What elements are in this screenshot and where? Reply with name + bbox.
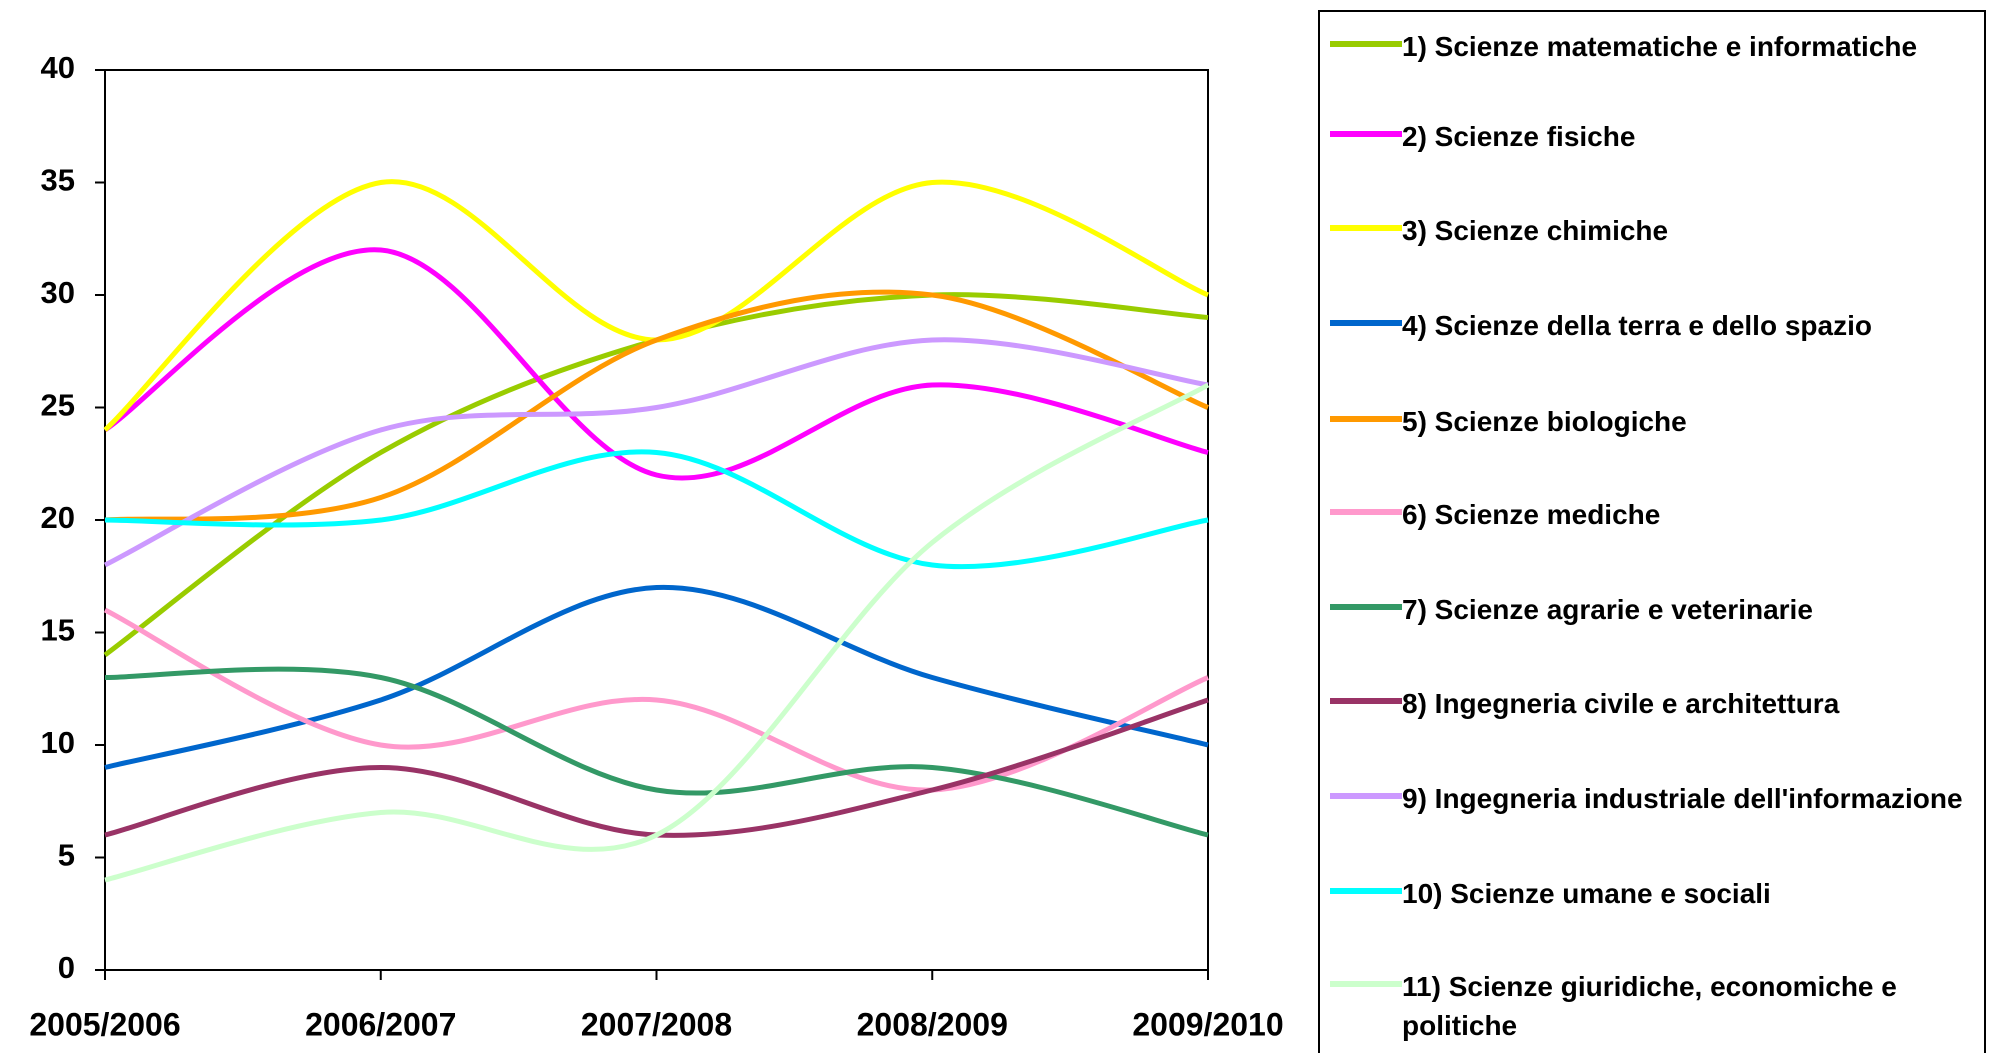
series-line	[103, 607, 1209, 793]
legend-entry: 2) Scienze fisiche	[1330, 117, 1972, 156]
x-tick-label: 2006/2007	[305, 1006, 456, 1042]
legend-entry: 1) Scienze matematiche e informatiche	[1330, 27, 1972, 66]
legend-swatch	[1330, 698, 1402, 704]
legend-swatch	[1330, 320, 1402, 326]
y-tick-label: 30	[41, 275, 75, 310]
legend-swatch	[1330, 888, 1402, 894]
x-tick-label: 2009/2010	[1132, 1006, 1283, 1042]
y-tick-label: 20	[41, 500, 75, 535]
legend-label: 4) Scienze della terra e dello spazio	[1402, 310, 1872, 341]
chart: 0 5 10 15 20 25 30 35 40 2005/2006 2006/2007 2007/2…	[29, 50, 1283, 1042]
legend-label: 9) Ingegneria industriale dell'informazi…	[1402, 783, 1963, 814]
legend-label: 7) Scienze agrarie e veterinarie	[1402, 594, 1813, 625]
y-tick-label: 40	[41, 50, 75, 85]
legend-label: 6) Scienze mediche	[1402, 499, 1661, 530]
legend-swatch	[1330, 416, 1402, 422]
y-tick-label: 5	[58, 838, 75, 873]
x-tick-label: 2008/2009	[857, 1006, 1008, 1042]
series-line	[104, 584, 1209, 770]
legend-swatch	[1330, 131, 1402, 137]
legend-entry: 4) Scienze della terra e dello spazio	[1330, 306, 1972, 345]
legend-label: 2) Scienze fisiche	[1402, 121, 1636, 152]
y-tick-label: 35	[41, 163, 75, 198]
legend-label: 10) Scienze umane e sociali	[1402, 878, 1771, 909]
legend-swatch	[1330, 793, 1402, 799]
legend-label: 8) Ingegneria civile e architettura	[1402, 688, 1840, 719]
legend-entry: 10) Scienze umane e sociali	[1330, 874, 1972, 913]
legend-entry: 7) Scienze agrarie e veterinarie	[1330, 590, 1972, 629]
series-line	[103, 247, 1209, 481]
series-line	[103, 337, 1209, 568]
legend-label: 1) Scienze matematiche e informatiche	[1402, 31, 1918, 62]
series-line	[104, 697, 1209, 838]
legend-entry: 11) Scienze giuridiche, economiche e pol…	[1330, 967, 1972, 1045]
legend-entry: 9) Ingegneria industriale dell'informazi…	[1330, 779, 1972, 818]
series-line	[104, 449, 1209, 570]
x-tick-label: 2005/2006	[29, 1006, 180, 1042]
legend-label: 11) Scienze giuridiche, economiche e pol…	[1402, 971, 1897, 1041]
legend-entry: 3) Scienze chimiche	[1330, 211, 1972, 250]
y-tick-label: 15	[41, 613, 75, 648]
legend: 1) Scienze matematiche e informatiche 2) …	[1318, 10, 1986, 1053]
y-tick-label: 25	[41, 388, 75, 423]
legend-entry: 6) Scienze mediche	[1330, 495, 1972, 534]
legend-entry: 8) Ingegneria civile e architettura	[1330, 684, 1972, 723]
legend-swatch	[1330, 981, 1402, 987]
legend-swatch	[1330, 41, 1402, 47]
legend-label: 3) Scienze chimiche	[1402, 215, 1669, 246]
legend-label: 5) Scienze biologiche	[1402, 406, 1687, 437]
y-tick-label: 0	[58, 950, 75, 985]
legend-swatch	[1330, 509, 1402, 515]
series-line	[104, 289, 1209, 523]
legend-swatch	[1330, 225, 1402, 231]
x-tick-label: 2007/2008	[581, 1006, 732, 1042]
series-line	[104, 382, 1210, 883]
legend-swatch	[1330, 604, 1402, 610]
y-tick-label: 10	[41, 725, 75, 760]
legend-entry: 5) Scienze biologiche	[1330, 402, 1972, 441]
series-line	[103, 179, 1209, 432]
series-line	[104, 666, 1209, 838]
